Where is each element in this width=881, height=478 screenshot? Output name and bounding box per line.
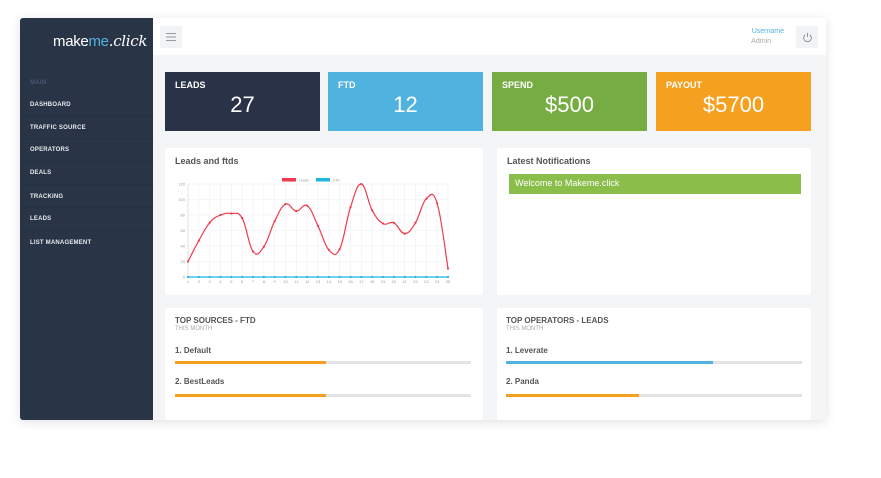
sidebar-item-deals[interactable]: DEALS xyxy=(30,170,52,176)
svg-text:10: 10 xyxy=(283,279,288,284)
svg-text:100: 100 xyxy=(178,197,185,202)
svg-text:7: 7 xyxy=(252,279,255,284)
svg-text:11: 11 xyxy=(294,279,299,284)
sidebar-item-operators[interactable]: OPERATORS xyxy=(30,147,70,153)
svg-text:19: 19 xyxy=(381,279,386,284)
stat-card-ftd[interactable]: FTD 12 xyxy=(328,72,483,131)
stat-label: SPEND xyxy=(502,80,534,90)
stat-value: $5700 xyxy=(702,92,765,117)
svg-text:25: 25 xyxy=(446,279,451,284)
stat-label: LEADS xyxy=(175,80,206,90)
divider xyxy=(20,184,153,185)
sidebar-item-list-management[interactable]: LIST MANAGEMENT xyxy=(30,240,92,246)
top-sources-panel: TOP SOURCES - FTD THIS MONTH 1. Default … xyxy=(165,308,483,420)
user-role: Admin xyxy=(751,38,771,45)
logo[interactable]: makeme.click xyxy=(53,32,148,50)
svg-text:17: 17 xyxy=(359,279,364,284)
topbar: Username Admin xyxy=(153,18,826,55)
progress-fill xyxy=(506,361,714,364)
stat-value: 12 xyxy=(393,92,418,117)
svg-text:15: 15 xyxy=(337,279,342,284)
progress-bar xyxy=(506,394,802,397)
svg-text:120: 120 xyxy=(178,182,185,187)
svg-text:12: 12 xyxy=(305,279,310,284)
stat-label: FTD xyxy=(338,80,356,90)
svg-text:9: 9 xyxy=(274,279,277,284)
progress-fill xyxy=(175,394,326,397)
stat-card-spend[interactable]: SPEND $500 xyxy=(492,72,647,131)
svg-text:6: 6 xyxy=(241,279,244,284)
logo-make: make xyxy=(53,33,89,50)
svg-text:13: 13 xyxy=(316,279,321,284)
svg-text:21: 21 xyxy=(402,279,407,284)
notification-item[interactable]: Welcome to Makeme.click xyxy=(509,174,801,194)
svg-text:5: 5 xyxy=(230,279,233,284)
divider xyxy=(20,161,153,162)
svg-text:FTD: FTD xyxy=(333,179,340,183)
menu-toggle-button[interactable] xyxy=(160,26,182,48)
svg-text:24: 24 xyxy=(435,279,440,284)
sidebar-item-traffic-source[interactable]: TRAFFIC SOURCE xyxy=(30,125,86,131)
divider xyxy=(20,230,153,231)
svg-text:4: 4 xyxy=(219,279,222,284)
app-window: makeme.click MAIN DASHBOARD TRAFFIC SOUR… xyxy=(20,18,826,420)
svg-text:60: 60 xyxy=(181,228,186,233)
notifications-panel: Latest Notifications Welcome to Makeme.c… xyxy=(497,148,811,295)
stat-card-payout[interactable]: PAYOUT $5700 xyxy=(656,72,811,131)
source-rank-1: 1. Default xyxy=(175,346,212,355)
nav-section-main: MAIN xyxy=(30,80,47,86)
operator-rank-1: 1. Leverate xyxy=(506,346,548,355)
logo-click: .click xyxy=(108,32,148,50)
progress-bar xyxy=(506,361,802,364)
progress-fill xyxy=(506,394,640,397)
logout-button[interactable] xyxy=(796,26,818,48)
svg-text:3: 3 xyxy=(209,279,212,284)
svg-text:14: 14 xyxy=(327,279,332,284)
svg-text:1: 1 xyxy=(187,279,190,284)
progress-bar xyxy=(175,394,471,397)
top-operators-title: TOP OPERATORS - LEADS xyxy=(506,316,609,325)
progress-bar xyxy=(175,361,471,364)
svg-text:18: 18 xyxy=(370,279,375,284)
svg-text:22: 22 xyxy=(413,279,418,284)
svg-text:80: 80 xyxy=(181,213,186,218)
chart-panel: Leads and ftds 0 20 40 60 80 100 120 1 2 3 4 5 6 7 8 9 1… xyxy=(165,148,483,295)
progress-fill xyxy=(175,361,326,364)
stat-label: PAYOUT xyxy=(666,80,703,90)
stat-value: 27 xyxy=(230,92,255,117)
svg-text:40: 40 xyxy=(181,244,186,249)
sidebar: makeme.click MAIN DASHBOARD TRAFFIC SOUR… xyxy=(20,18,153,420)
divider xyxy=(20,115,153,116)
hamburger-icon xyxy=(166,33,176,41)
svg-text:Leads: Leads xyxy=(299,179,309,183)
svg-text:2: 2 xyxy=(198,279,201,284)
top-sources-subtitle: THIS MONTH xyxy=(175,326,213,332)
logo-me: me xyxy=(88,33,109,50)
stat-card-leads[interactable]: LEADS 27 xyxy=(165,72,320,131)
svg-text:20: 20 xyxy=(181,259,186,264)
svg-text:20: 20 xyxy=(392,279,397,284)
divider xyxy=(20,138,153,139)
operator-rank-2: 2. Panda xyxy=(506,377,539,386)
divider xyxy=(20,207,153,208)
svg-text:16: 16 xyxy=(348,279,353,284)
svg-text:23: 23 xyxy=(424,279,429,284)
sidebar-item-leads[interactable]: LEADS xyxy=(30,216,52,222)
username-link[interactable]: Username xyxy=(751,28,784,35)
svg-text:8: 8 xyxy=(263,279,266,284)
stat-value: $500 xyxy=(545,92,594,117)
sidebar-item-dashboard[interactable]: DASHBOARD xyxy=(30,102,71,108)
source-rank-2: 2. BestLeads xyxy=(175,377,225,386)
sidebar-item-tracking[interactable]: TRACKING xyxy=(30,194,64,200)
top-operators-subtitle: THIS MONTH xyxy=(506,326,544,332)
svg-text:0: 0 xyxy=(183,275,186,280)
top-operators-panel: TOP OPERATORS - LEADS THIS MONTH 1. Leve… xyxy=(497,308,811,420)
power-icon xyxy=(802,32,812,42)
chart-title: Leads and ftds xyxy=(175,156,239,166)
notifications-title: Latest Notifications xyxy=(507,156,591,166)
top-sources-title: TOP SOURCES - FTD xyxy=(175,316,256,325)
